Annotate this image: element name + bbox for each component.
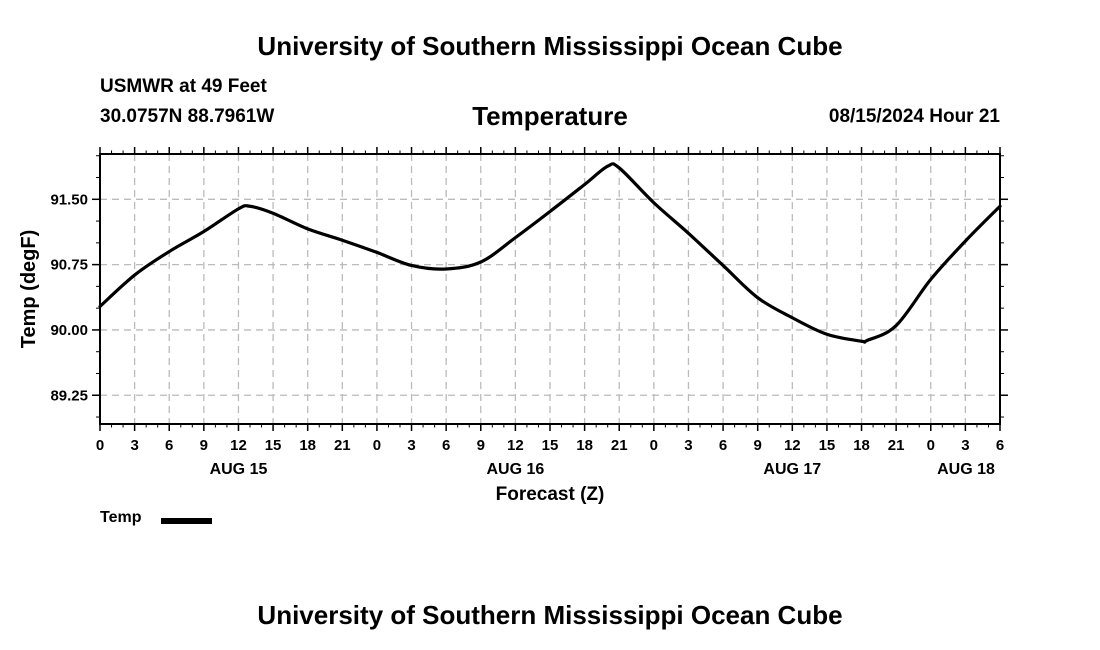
y-axis-label: Temp (degF) — [18, 230, 40, 349]
x-tick-label: 9 — [200, 437, 208, 454]
x-tick-labels: 0 3 6 9 12 15 18 21 0 3 6 9 12 15 18 21 0 3 6 9 12 15 18 21 0 3 6 — [96, 437, 1004, 454]
day-label: AUG 18 — [937, 461, 995, 478]
x-tick-label: 3 — [130, 437, 138, 454]
x-tick-label: 21 — [888, 437, 905, 454]
y-tick-label: 90.00 — [50, 322, 88, 339]
x-tick-label: 3 — [684, 437, 692, 454]
x-tick-label: 12 — [230, 437, 247, 454]
x-tick-label: 3 — [407, 437, 415, 454]
page-title: University of Southern Mississippi Ocean… — [257, 31, 843, 61]
legend-label-temp: Temp — [100, 509, 142, 526]
x-tick-label: 9 — [477, 437, 485, 454]
y-tick-label: 89.25 — [50, 387, 88, 404]
x-tick-label: 21 — [611, 437, 628, 454]
x-axis-label: Forecast (Z) — [496, 484, 605, 505]
x-tick-label: 18 — [299, 437, 316, 454]
x-tick-label: 18 — [576, 437, 593, 454]
x-tick-label: 0 — [650, 437, 658, 454]
x-tick-label: 6 — [996, 437, 1004, 454]
y-tick-label: 91.50 — [50, 191, 88, 208]
x-tick-label: 0 — [96, 437, 104, 454]
forecast-run-time: 08/15/2024 Hour 21 — [828, 106, 1000, 127]
day-labels: AUG 15 AUG 16 AUG 17 AUG 18 — [210, 461, 995, 478]
x-tick-label: 15 — [542, 437, 559, 454]
chart-title: Temperature — [472, 101, 628, 131]
x-tick-label: 15 — [265, 437, 282, 454]
day-label: AUG 15 — [210, 461, 268, 478]
x-tick-label: 18 — [853, 437, 870, 454]
station-coordinates: 30.0757N 88.7961W — [100, 106, 275, 127]
x-tick-label: 15 — [819, 437, 836, 454]
x-tick-label: 6 — [442, 437, 450, 454]
x-tick-label: 12 — [784, 437, 801, 454]
grid-lines — [100, 154, 1000, 424]
temp-series-line — [98, 162, 1002, 344]
plot-frame — [99, 153, 1001, 425]
x-tick-label: 21 — [334, 437, 351, 454]
x-tick-label: 9 — [754, 437, 762, 454]
x-tick-label: 12 — [507, 437, 524, 454]
station-name: USMWR at 49 Feet — [100, 76, 267, 97]
x-tick-label: 0 — [927, 437, 935, 454]
day-label: AUG 16 — [486, 461, 544, 478]
footer-title: University of Southern Mississippi Ocean… — [257, 600, 843, 630]
y-tick-labels: 89.25 90.00 90.75 91.50 — [50, 191, 88, 404]
y-tick-label: 90.75 — [50, 257, 88, 274]
day-label: AUG 17 — [763, 461, 821, 478]
x-tick-label: 0 — [373, 437, 381, 454]
x-tick-label: 6 — [719, 437, 727, 454]
x-tick-label: 3 — [961, 437, 969, 454]
x-tick-label: 6 — [165, 437, 173, 454]
